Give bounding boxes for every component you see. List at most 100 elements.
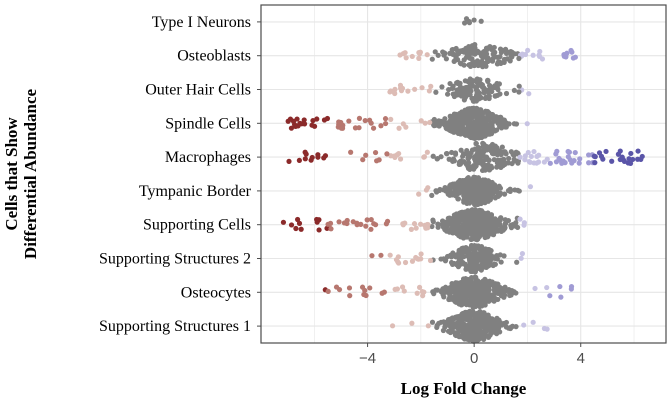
data-point xyxy=(303,151,309,157)
data-point xyxy=(421,289,427,295)
data-point xyxy=(418,118,424,124)
data-point xyxy=(486,258,492,264)
data-point xyxy=(482,179,488,185)
data-point xyxy=(456,186,462,192)
data-point xyxy=(468,187,474,193)
data-point xyxy=(457,131,464,137)
data-point xyxy=(435,224,441,230)
data-point xyxy=(519,51,525,57)
data-point xyxy=(336,121,342,127)
data-point xyxy=(528,153,534,160)
data-point xyxy=(484,55,490,61)
data-point xyxy=(328,226,334,232)
series-supporting-cells xyxy=(280,207,527,243)
data-point xyxy=(463,16,470,22)
data-point xyxy=(477,190,483,196)
data-point xyxy=(467,289,473,295)
data-point xyxy=(453,45,459,52)
data-point xyxy=(301,121,308,127)
data-point xyxy=(440,327,447,334)
data-point xyxy=(474,97,480,103)
data-point xyxy=(441,256,447,262)
data-point xyxy=(434,188,441,194)
data-point xyxy=(515,224,521,231)
data-point xyxy=(488,180,494,186)
data-point xyxy=(456,256,462,262)
data-point xyxy=(592,160,598,166)
data-point xyxy=(511,87,517,94)
data-point xyxy=(521,220,527,226)
data-point xyxy=(471,182,478,188)
data-point xyxy=(426,88,432,94)
data-point xyxy=(475,124,482,130)
data-point xyxy=(402,259,409,266)
data-point xyxy=(400,222,406,228)
data-point xyxy=(461,49,467,55)
data-point xyxy=(485,288,492,294)
data-point xyxy=(476,119,483,125)
data-point xyxy=(473,231,479,237)
data-point xyxy=(600,156,606,162)
data-point xyxy=(446,220,452,226)
data-point xyxy=(296,157,302,164)
data-point xyxy=(360,157,366,163)
data-point xyxy=(521,322,527,328)
data-point xyxy=(368,226,374,232)
data-point xyxy=(347,293,353,299)
data-point xyxy=(315,154,321,160)
data-point xyxy=(438,154,444,160)
data-point xyxy=(324,225,330,231)
series-spindle-cells xyxy=(285,105,530,141)
data-point xyxy=(503,90,510,97)
data-point xyxy=(494,321,500,327)
data-point xyxy=(462,131,468,138)
data-point xyxy=(425,221,431,228)
data-point xyxy=(480,143,486,150)
data-point xyxy=(350,219,356,225)
data-point xyxy=(471,258,477,264)
data-point xyxy=(462,336,468,342)
data-point xyxy=(483,328,490,334)
data-point xyxy=(338,125,344,131)
data-point xyxy=(496,150,502,156)
data-point xyxy=(489,58,495,64)
data-point xyxy=(363,152,369,158)
data-points xyxy=(280,16,645,344)
data-point xyxy=(435,52,441,58)
data-point xyxy=(460,116,467,123)
data-point xyxy=(460,259,466,266)
data-point xyxy=(294,116,300,122)
data-point xyxy=(429,319,436,325)
data-point xyxy=(431,123,437,129)
data-point xyxy=(494,80,500,87)
data-point xyxy=(394,286,400,292)
data-point xyxy=(539,56,546,62)
data-point xyxy=(348,149,354,155)
data-point xyxy=(425,185,431,191)
data-point xyxy=(517,216,523,222)
data-point xyxy=(525,149,531,156)
data-point xyxy=(484,122,490,128)
data-point xyxy=(467,194,473,200)
series-tympanic-border xyxy=(416,174,534,208)
category-label: Osteocytes xyxy=(181,284,251,301)
category-label: Supporting Structures 2 xyxy=(99,251,251,268)
data-point xyxy=(464,247,470,254)
data-point xyxy=(460,279,466,286)
data-point xyxy=(516,83,522,89)
data-point xyxy=(557,283,563,290)
data-point xyxy=(469,147,476,153)
data-point xyxy=(628,150,634,157)
data-point xyxy=(527,159,533,165)
data-point xyxy=(478,250,484,257)
data-point xyxy=(429,223,435,230)
data-point xyxy=(463,263,469,269)
data-point xyxy=(456,287,463,293)
data-point xyxy=(516,89,522,95)
data-point xyxy=(481,210,487,216)
data-point xyxy=(463,316,470,323)
data-point xyxy=(480,160,486,167)
data-point xyxy=(409,320,415,326)
data-point xyxy=(472,164,478,170)
data-point xyxy=(433,287,439,293)
